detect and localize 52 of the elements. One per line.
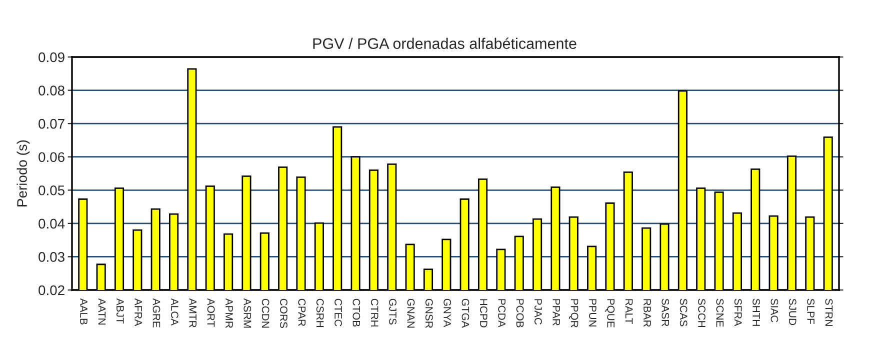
x-tick-label: PJAC: [534, 299, 542, 325]
x-tick-label: GNYA: [444, 298, 451, 328]
x-tick-label: SHTH: [752, 298, 760, 326]
x-tick-label: SJUD: [788, 298, 796, 326]
x-tick-label: PCOB: [516, 299, 524, 328]
chart-title: PGV / PGA ordenadas alfabéticamente: [313, 38, 576, 49]
x-tick-label: PPUN: [589, 299, 596, 326]
y-axis-title: Periodo (s): [16, 140, 30, 206]
x-tick-label: GTGA: [462, 298, 470, 328]
y-tick-label: 0.07: [38, 118, 64, 129]
x-tick-label: SCCH: [698, 298, 706, 327]
x-tick-label: CPAR: [298, 298, 306, 326]
x-tick-label: SCNE: [716, 298, 724, 327]
x-tick-label: GJTS: [389, 298, 396, 324]
x-tick-label: CCDN: [262, 298, 270, 328]
y-tick-label: 0.02: [38, 285, 64, 296]
x-tick-label: CORS: [280, 298, 288, 328]
x-tick-label: CTOB: [352, 298, 360, 327]
x-tick-label: ALCA: [170, 298, 178, 326]
y-tick-label: 0.08: [38, 86, 64, 96]
x-tick-label: AATN: [98, 298, 106, 324]
x-tick-label: PPQR: [568, 299, 578, 328]
x-tick-label: AFRA: [134, 298, 142, 326]
x-tick-label: AMTR: [189, 298, 196, 328]
x-tick-label: APMR: [226, 298, 233, 328]
x-tick-label: HCPD: [480, 299, 488, 328]
x-tick-label: SFRA: [734, 298, 742, 326]
x-tick-label: ASRM: [244, 298, 252, 328]
y-tick-label: 0.05: [38, 185, 64, 196]
x-tick-label: RALT: [625, 299, 633, 324]
x-tick-label: SASR: [662, 298, 670, 326]
x-tick-label: AGRE: [152, 298, 160, 328]
x-tick-label: GNAN: [407, 298, 415, 328]
x-tick-label: GNSR: [425, 298, 433, 328]
y-tick-label: 0.04: [38, 218, 65, 229]
x-tick-label: CSRH: [316, 298, 324, 327]
x-tick-label: ABJT: [116, 298, 124, 324]
x-tick-label: RBAR: [644, 299, 651, 327]
y-tick-label: 0.09: [38, 52, 64, 62]
x-tick-label: AORT: [207, 298, 215, 327]
x-tick-label: SIAC: [770, 298, 778, 322]
x-tick-label: PCDA: [498, 299, 506, 328]
x-tick-label: SLPF: [807, 298, 814, 324]
x-tick-label: CTRH: [370, 298, 378, 326]
y-tick-label: 0.06: [38, 152, 64, 162]
x-tick-label: CTEC: [334, 298, 342, 326]
x-tick-label: SCAS: [680, 298, 688, 326]
y-tick-label: 0.03: [38, 252, 64, 262]
x-tick-label: AALB: [80, 298, 88, 324]
x-tick-label: PPAR: [552, 299, 560, 326]
x-tick-label: STRN: [825, 298, 833, 326]
x-tick-label: PQUE: [605, 299, 615, 328]
